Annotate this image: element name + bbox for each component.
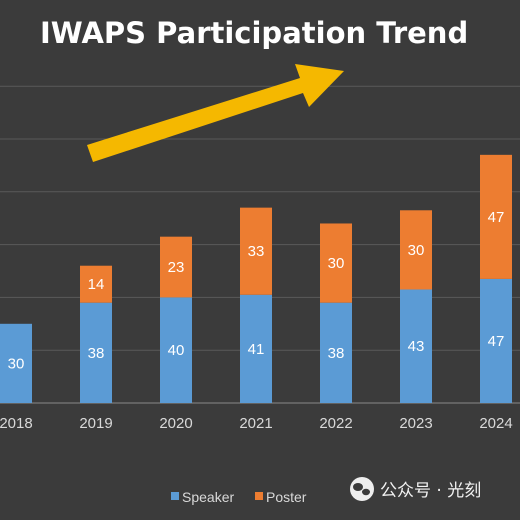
bar-poster-2020 [160,236,192,298]
bar-poster-2023 [400,210,432,290]
trend-arrow-icon [87,64,344,162]
data-label-speaker-2023: 43 [408,338,425,355]
chart-title: IWAPS Participation Trend [40,16,468,50]
bars [0,154,512,403]
legend-swatch-poster [255,492,263,500]
bar-speaker-2024 [480,278,512,403]
bar-poster-2024 [480,154,512,279]
x-tick-label-2018: 2018 [0,415,33,432]
x-tick-label-2019: 2019 [79,415,112,432]
legend-label-poster: Poster [266,489,307,505]
data-label-poster-2019: 14 [88,276,105,293]
bar-speaker-2018 [0,323,32,403]
watermark: 公众号 · 光刻 [350,477,481,501]
data-label-poster-2023: 30 [408,242,425,259]
bar-poster-2021 [240,207,272,295]
bar-poster-2019 [80,265,112,303]
legend-label-speaker: Speaker [182,489,234,505]
bar-speaker-2023 [400,289,432,403]
x-tick-label-2023: 2023 [399,415,432,432]
data-label-speaker-2021: 41 [248,341,265,358]
bar-speaker-2022 [320,302,352,403]
data-label-speaker-2020: 40 [168,342,185,359]
data-label-poster-2022: 30 [328,255,345,272]
data-label-poster-2020: 23 [168,259,185,276]
x-tick-label-2021: 2021 [239,415,272,432]
bar-speaker-2019 [80,302,112,403]
bar-poster-2022 [320,223,352,303]
legend-swatch-speaker [171,492,179,500]
x-tick-label-2024: 2024 [479,415,512,432]
data-label-speaker-2024: 47 [488,333,505,350]
bar-speaker-2020 [160,297,192,403]
bar-speaker-2021 [240,294,272,403]
data-labels: 30 38 14 40 23 41 33 38 30 43 30 47 47 [8,209,505,373]
data-label-poster-2024: 47 [488,209,505,226]
x-tick-label-2020: 2020 [159,415,192,432]
data-label-poster-2021: 33 [248,243,265,260]
watermark-text: 公众号 · 光刻 [380,481,481,501]
data-label-speaker-2018: 30 [8,355,25,372]
data-label-speaker-2022: 38 [328,345,345,362]
x-tick-labels: 2018 2019 2020 2021 2022 2023 2024 [0,415,513,432]
data-label-speaker-2019: 38 [88,345,105,362]
x-tick-label-2022: 2022 [319,415,352,432]
legend: Speaker Poster [171,489,307,505]
